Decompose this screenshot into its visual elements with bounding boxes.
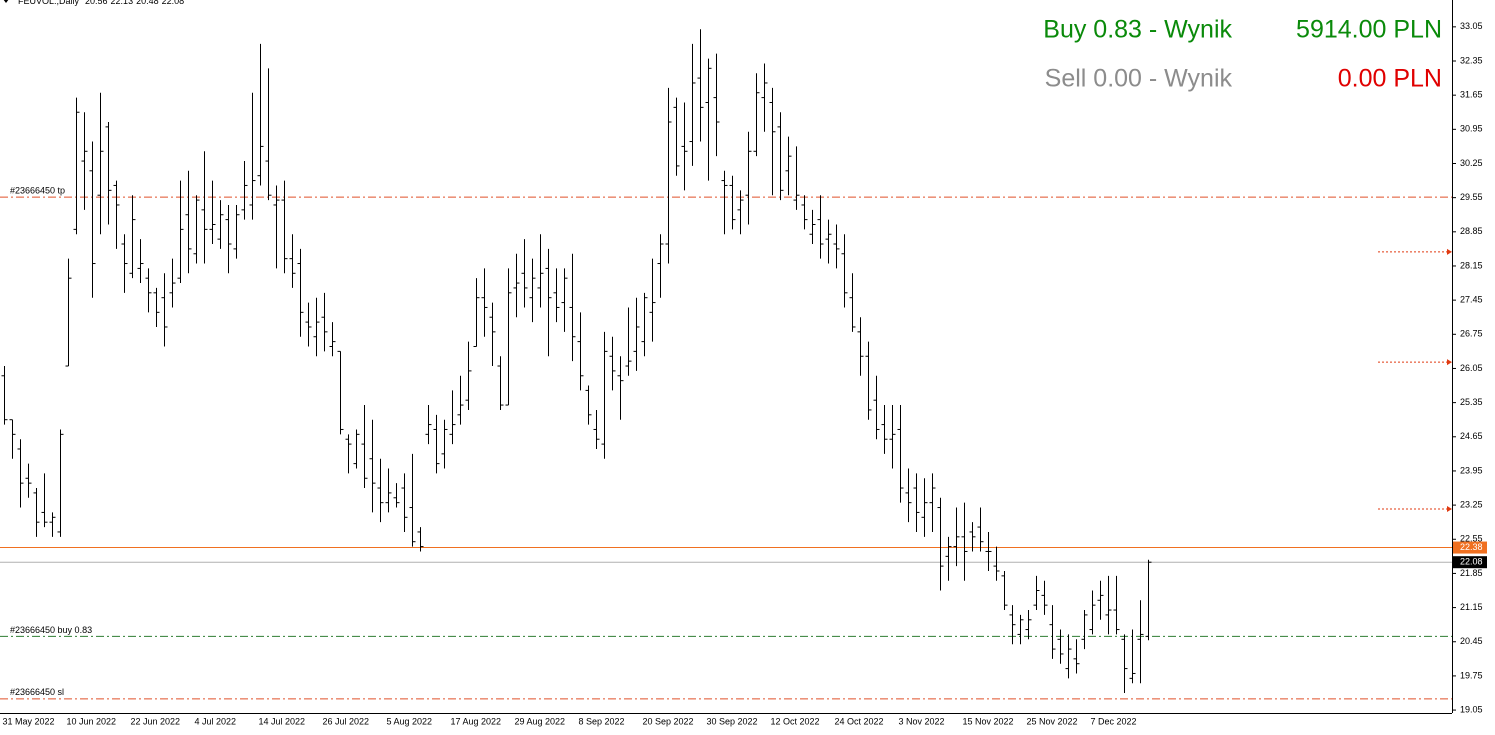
price-line-box <box>1453 541 1487 554</box>
x-tick-label: 26 Jul 2022 <box>323 716 370 726</box>
y-tick-label: 24.65 <box>1460 431 1483 441</box>
panel-result: 5914.00 PLN <box>1296 16 1442 44</box>
y-tick-label: 27.45 <box>1460 295 1483 305</box>
y-tick-label: 23.95 <box>1460 465 1483 475</box>
y-tick-label: 26.75 <box>1460 329 1483 339</box>
x-tick-label: 30 Sep 2022 <box>707 716 758 726</box>
y-tick-label: 26.05 <box>1460 363 1483 373</box>
panel-result: 0.00 PLN <box>1338 65 1442 93</box>
x-tick-label: 24 Oct 2022 <box>835 716 884 726</box>
x-tick-label: 7 Dec 2022 <box>1091 716 1137 726</box>
y-tick-label: 19.05 <box>1460 704 1483 714</box>
close-line-label: 22.08 <box>1460 557 1483 567</box>
y-tick-label: 28.15 <box>1460 260 1483 270</box>
pending-arrow <box>1447 359 1452 366</box>
header-ohlc: 22.08 <box>162 0 185 6</box>
y-tick-label: 28.85 <box>1460 226 1483 236</box>
y-tick-label: 21.15 <box>1460 602 1483 612</box>
y-tick-label: 21.85 <box>1460 568 1483 578</box>
y-tick-label: 22.55 <box>1460 534 1483 544</box>
order-level-label: #23666450 tp <box>10 186 65 196</box>
panel-label: Buy 0.83 - Wynik <box>1043 16 1232 44</box>
x-tick-label: 3 Nov 2022 <box>899 716 945 726</box>
y-tick-label: 30.95 <box>1460 124 1483 134</box>
x-tick-label: 25 Nov 2022 <box>1027 716 1078 726</box>
close-line-box <box>1453 556 1487 569</box>
header-ohlc: 22.13 <box>111 0 134 6</box>
x-tick-label: 12 Oct 2022 <box>771 716 820 726</box>
x-tick-label: 8 Sep 2022 <box>579 716 625 726</box>
order-level-label: #23666450 buy 0.83 <box>10 625 92 635</box>
y-tick-label: 31.65 <box>1460 90 1483 100</box>
order-level-label: #23666450 sl <box>10 687 64 697</box>
x-tick-label: 22 Jun 2022 <box>131 716 181 726</box>
x-tick-label: 14 Jul 2022 <box>259 716 306 726</box>
x-tick-label: 17 Aug 2022 <box>451 716 502 726</box>
x-tick-label: 5 Aug 2022 <box>387 716 433 726</box>
y-tick-label: 30.25 <box>1460 158 1483 168</box>
x-tick-label: 29 Aug 2022 <box>515 716 566 726</box>
x-tick-label: 31 May 2022 <box>3 716 55 726</box>
x-tick-label: 15 Nov 2022 <box>963 716 1014 726</box>
header-ohlc: 20.56 <box>85 0 108 6</box>
x-tick-label: 4 Jul 2022 <box>195 716 237 726</box>
y-tick-label: 25.35 <box>1460 397 1483 407</box>
header: FEUVOL.,Daily 20.56 22.13 20.48 22.08 <box>18 0 184 6</box>
y-tick-label: 23.25 <box>1460 499 1483 509</box>
y-tick-label: 32.35 <box>1460 55 1483 65</box>
x-tick-label: 10 Jun 2022 <box>67 716 117 726</box>
price-line-label: 22.38 <box>1460 542 1483 552</box>
y-tick-label: 19.75 <box>1460 670 1483 680</box>
x-tick-label: 20 Sep 2022 <box>643 716 694 726</box>
panel-label: Sell 0.00 - Wynik <box>1045 65 1233 93</box>
y-tick-label: 29.55 <box>1460 192 1483 202</box>
header-ohlc: 20.48 <box>136 0 159 6</box>
pending-arrow <box>1447 248 1452 255</box>
pending-arrow <box>1447 506 1452 513</box>
symbol: FEUVOL.,Daily <box>18 0 80 6</box>
header-arrow <box>3 0 9 3</box>
y-tick-label: 20.45 <box>1460 636 1483 646</box>
y-tick-label: 33.05 <box>1460 21 1483 31</box>
